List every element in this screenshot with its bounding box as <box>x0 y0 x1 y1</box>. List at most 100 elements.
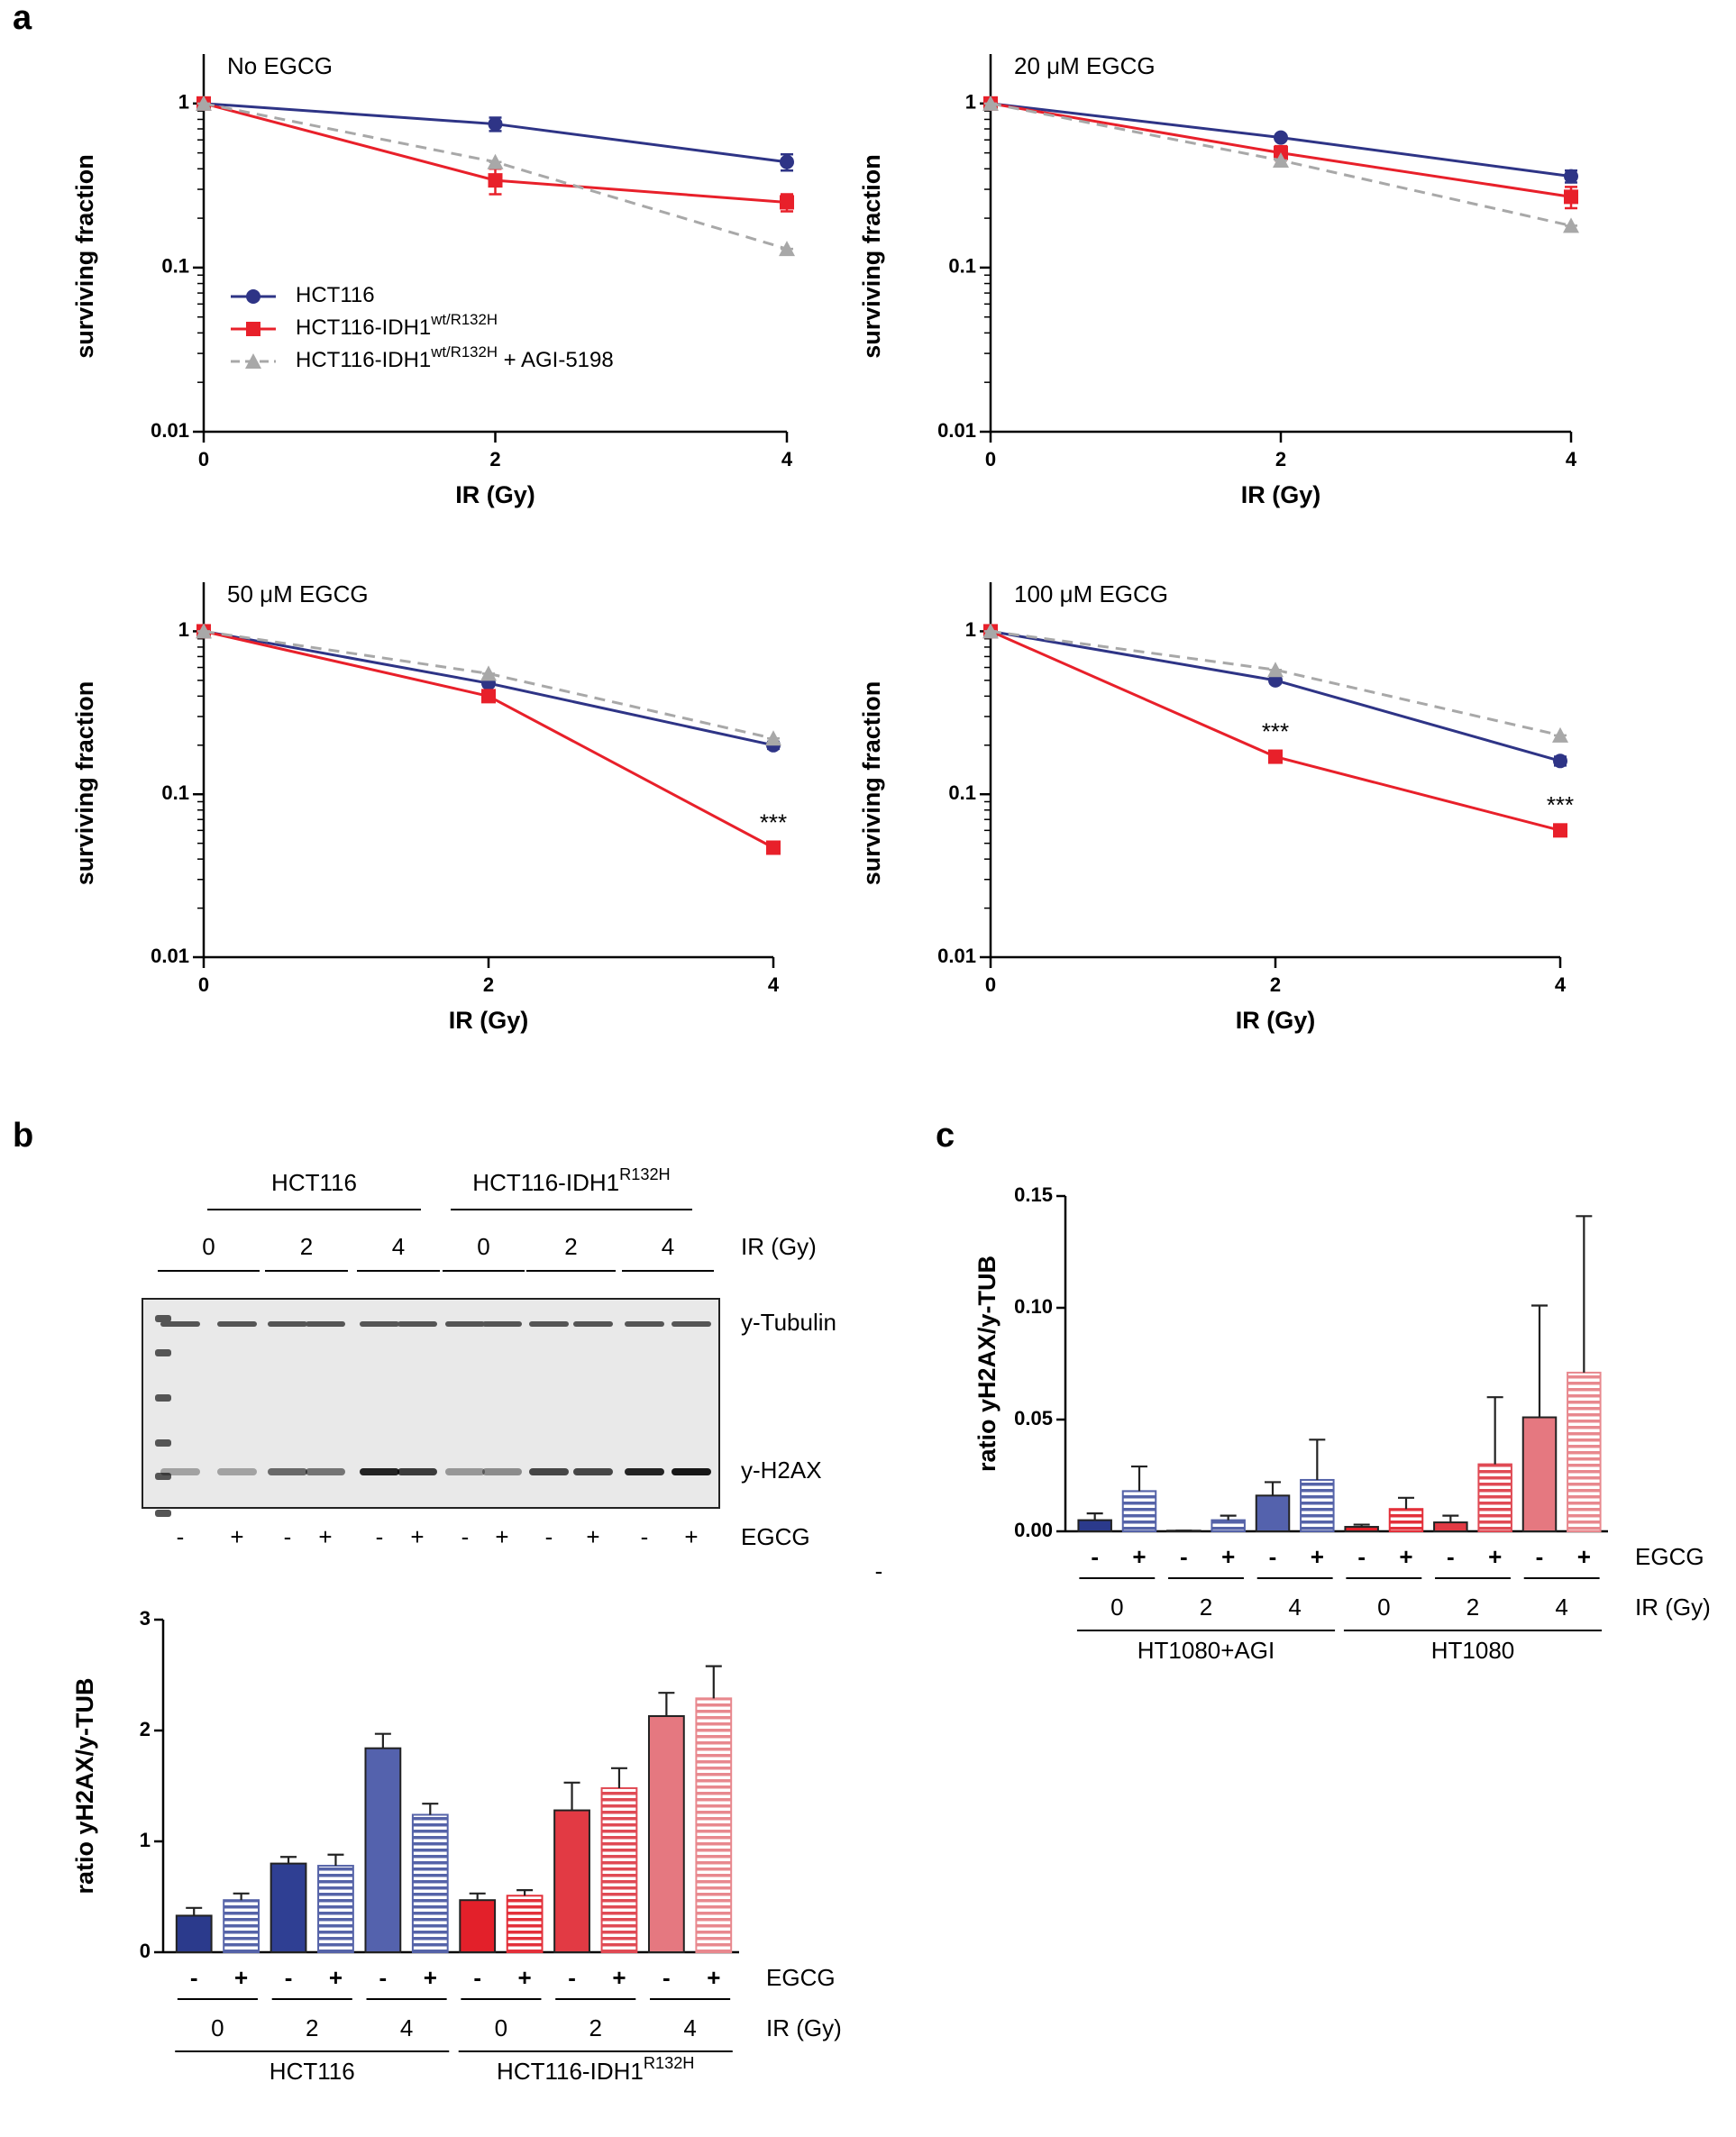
dose-axis-label: IR (Gy) <box>766 2014 842 2041</box>
marker <box>1553 753 1567 769</box>
marker <box>481 689 496 704</box>
text-part: HCT116-IDH1 <box>472 1169 619 1196</box>
tubulin-band <box>529 1321 569 1327</box>
y-tick-label: 0.1 <box>161 255 189 278</box>
bar <box>1121 1490 1157 1532</box>
bar <box>1211 1519 1246 1532</box>
treatment-label: + <box>230 1523 243 1550</box>
ladder-band <box>155 1439 171 1447</box>
y-axis-label: ratio yH2AX/y-TUB <box>71 1677 98 1894</box>
text-part: HCT116 <box>296 283 375 307</box>
error-bar <box>1353 1523 1370 1528</box>
series-line <box>203 102 788 164</box>
h2ax-band <box>482 1468 522 1475</box>
legend-marker <box>246 322 260 336</box>
text-part: HT1080+AGI <box>1138 1637 1275 1664</box>
bar <box>1300 1478 1335 1532</box>
dose-label: 0 <box>1110 1594 1123 1621</box>
bar <box>1388 1508 1424 1532</box>
marker <box>765 730 781 746</box>
bar <box>223 1899 260 1953</box>
x-tick-label: 0 <box>985 973 996 996</box>
superscript: wt/R132H <box>430 343 498 361</box>
h2ax-band <box>268 1468 307 1475</box>
error-bar <box>280 1856 297 1864</box>
marker <box>982 623 999 639</box>
x-axis-label: IR (Gy) <box>1236 1007 1316 1034</box>
y-tick-label: 0.01 <box>937 419 976 442</box>
marker <box>480 665 497 681</box>
panel-label: c <box>936 1117 955 1155</box>
error-bar <box>1086 1512 1103 1521</box>
x-tick-label: 4 <box>1555 973 1567 996</box>
x-tick-label: - <box>285 1964 293 1991</box>
ladder-band <box>155 1315 171 1322</box>
treatment-label: - <box>461 1523 470 1550</box>
treatment-label: - <box>284 1523 292 1550</box>
h2ax-band <box>672 1468 711 1475</box>
marker <box>1563 217 1579 233</box>
dose-label: 0 <box>495 2014 507 2041</box>
ladder-band <box>155 1349 171 1356</box>
dose-label: 0 <box>1377 1594 1390 1621</box>
x-tick-label: + <box>1488 1543 1502 1570</box>
bar <box>647 1715 685 1953</box>
error-bar <box>610 1767 627 1788</box>
treatment-label: + <box>495 1523 508 1550</box>
tubulin-band <box>306 1321 345 1327</box>
bar <box>411 1813 449 1953</box>
marker <box>780 195 794 210</box>
dose-label: 2 <box>589 2014 602 2041</box>
x-tick-label: + <box>1221 1543 1235 1570</box>
legend-marker <box>245 353 261 369</box>
group-label: HT1080+AGI <box>1138 1637 1275 1664</box>
text-part: HCT116 <box>271 1169 357 1196</box>
bar <box>600 1786 638 1953</box>
group-label: HCT116-IDH1R132H <box>472 1165 670 1196</box>
x-tick-label: + <box>1311 1543 1324 1570</box>
superscript: R132H <box>619 1165 671 1183</box>
y-tick-label: 0.01 <box>151 419 189 442</box>
y-tick-label: 1 <box>140 1829 151 1851</box>
bar <box>506 1895 544 1954</box>
x-tick-label: 4 <box>1566 448 1577 470</box>
y-tick-label: 0 <box>140 1940 151 1962</box>
y-tick-label: 1 <box>178 91 189 114</box>
marker <box>488 173 503 188</box>
x-tick-label: 0 <box>198 448 209 470</box>
error-bar <box>1531 1304 1548 1418</box>
error-bar <box>422 1803 439 1815</box>
group-label: HT1080 <box>1431 1637 1515 1664</box>
bar <box>1433 1521 1468 1532</box>
text-part: HCT116 <box>270 2058 355 2085</box>
x-tick-label: 2 <box>489 448 500 470</box>
chart-title: 20 μM EGCG <box>1014 52 1156 79</box>
ladder-band <box>155 1473 171 1480</box>
x-axis-label: IR (Gy) <box>1241 481 1321 508</box>
legend-label: HCT116-IDH1wt/R132H <box>296 311 498 340</box>
category-label: EGCG <box>1635 1543 1704 1570</box>
error-bar <box>327 1853 344 1867</box>
panel-label: b <box>13 1117 33 1155</box>
bar <box>175 1914 213 1953</box>
marker <box>488 116 503 132</box>
band-label: y-H2AX <box>741 1457 822 1484</box>
treatment-label: + <box>318 1523 332 1550</box>
treatment-label: + <box>684 1523 698 1550</box>
category-label: EGCG <box>766 1964 836 1991</box>
chart-title: 50 μM EGCG <box>227 580 369 607</box>
tubulin-band <box>360 1321 399 1327</box>
bar <box>1077 1519 1112 1532</box>
series-line <box>203 629 774 849</box>
dose-label: 4 <box>662 1233 674 1260</box>
dose-label: 4 <box>1555 1594 1567 1621</box>
y-tick-label: 0.01 <box>937 945 976 967</box>
marker <box>1552 726 1568 743</box>
x-tick-label: - <box>1357 1543 1366 1570</box>
x-tick-label: + <box>518 1964 532 1991</box>
dose-label: 0 <box>477 1233 489 1260</box>
x-tick-label: - <box>662 1964 671 1991</box>
superscript: wt/R132H <box>430 311 498 328</box>
y-tick-label: 0.1 <box>948 781 976 804</box>
